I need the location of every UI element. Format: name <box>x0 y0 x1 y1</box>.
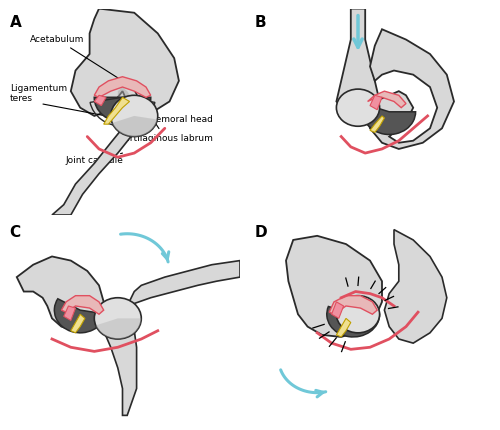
Polygon shape <box>71 314 85 333</box>
Text: Cartilaginous labrum: Cartilaginous labrum <box>118 89 212 143</box>
Polygon shape <box>64 306 76 320</box>
Text: B: B <box>255 15 266 30</box>
Polygon shape <box>94 95 106 106</box>
Text: Ligamentum
teres: Ligamentum teres <box>10 84 67 104</box>
Text: C: C <box>10 225 21 240</box>
Circle shape <box>94 298 142 339</box>
Polygon shape <box>336 318 351 337</box>
Polygon shape <box>127 261 240 306</box>
Text: Femoral head: Femoral head <box>144 115 212 124</box>
Circle shape <box>336 296 380 333</box>
Wedge shape <box>94 97 150 122</box>
Polygon shape <box>17 256 104 331</box>
Text: Acetabulum: Acetabulum <box>30 35 120 80</box>
Text: A: A <box>10 15 22 30</box>
Polygon shape <box>71 9 179 116</box>
Polygon shape <box>118 87 153 112</box>
Wedge shape <box>327 307 380 337</box>
Text: D: D <box>255 225 268 240</box>
Wedge shape <box>96 318 142 339</box>
Wedge shape <box>54 299 106 333</box>
Polygon shape <box>329 296 377 314</box>
Polygon shape <box>104 331 136 415</box>
Circle shape <box>336 89 380 126</box>
Wedge shape <box>112 116 158 137</box>
Polygon shape <box>384 230 447 343</box>
Polygon shape <box>368 91 406 108</box>
Wedge shape <box>363 104 416 135</box>
Polygon shape <box>52 126 134 215</box>
Polygon shape <box>286 236 382 337</box>
Polygon shape <box>365 29 454 149</box>
Polygon shape <box>336 9 380 112</box>
Polygon shape <box>332 302 344 318</box>
Text: Joint capsule: Joint capsule <box>66 153 123 166</box>
Circle shape <box>111 95 158 137</box>
Polygon shape <box>370 116 384 132</box>
Polygon shape <box>104 97 130 124</box>
Polygon shape <box>62 296 104 314</box>
Polygon shape <box>370 95 382 110</box>
Polygon shape <box>94 77 150 97</box>
